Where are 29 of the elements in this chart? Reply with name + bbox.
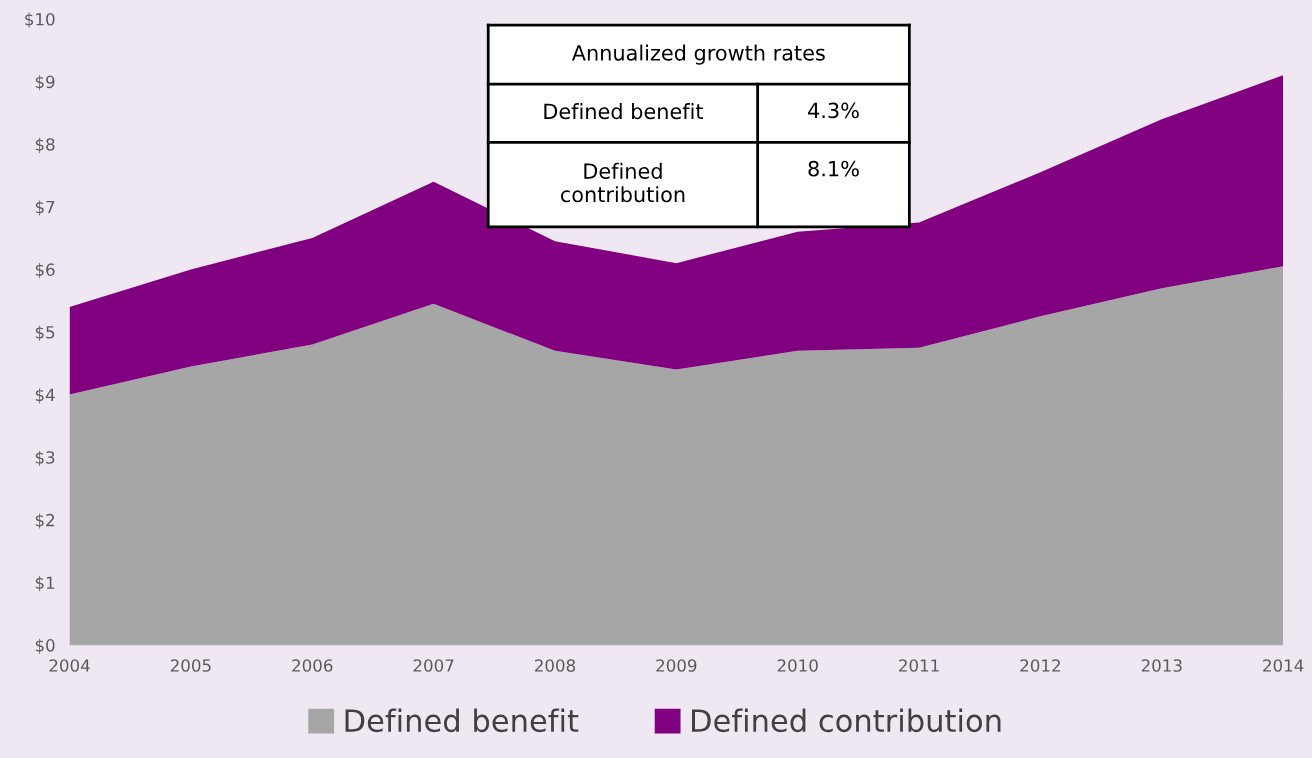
legend-label: Defined contribution <box>692 708 1001 733</box>
annotation: Defined benefit <box>544 103 704 120</box>
x-tick-label: 2014 <box>1263 659 1304 672</box>
legend-label: Defined benefit <box>345 708 579 733</box>
x-tick-label: 2005 <box>170 659 211 672</box>
x-tick-label: 2012 <box>1020 659 1060 672</box>
annotation: Defined contribution <box>560 162 685 203</box>
annotation: 4.3% <box>808 102 859 119</box>
y-tick-label: $5 <box>35 325 55 341</box>
x-tick-label: 2006 <box>292 659 333 672</box>
y-tick-label: $9 <box>35 75 55 91</box>
y-tick-label: $10 <box>25 12 55 28</box>
y-tick-label: $8 <box>35 137 55 153</box>
x-tick-label: 2004 <box>49 659 90 672</box>
y-tick-label: $4 <box>35 388 55 404</box>
y-tick-label: $0 <box>35 638 55 654</box>
x-tick-label: 2013 <box>1141 659 1182 672</box>
x-tick-label: 2009 <box>656 659 697 672</box>
x-tick-label: 2010 <box>777 659 818 672</box>
y-tick-label: $3 <box>35 450 55 467</box>
y-tick-label: $1 <box>35 576 55 592</box>
y-tick-label: $7 <box>35 200 55 216</box>
x-tick-label: 2011 <box>899 659 939 672</box>
x-tick-label: 2007 <box>413 659 454 672</box>
annotation: Annualized growth rates <box>571 44 825 65</box>
y-tick-label: $6 <box>35 263 55 279</box>
annotation: 8.1% <box>808 160 859 177</box>
x-tick-label: 2008 <box>534 659 576 672</box>
y-tick-label: $2 <box>35 513 54 529</box>
